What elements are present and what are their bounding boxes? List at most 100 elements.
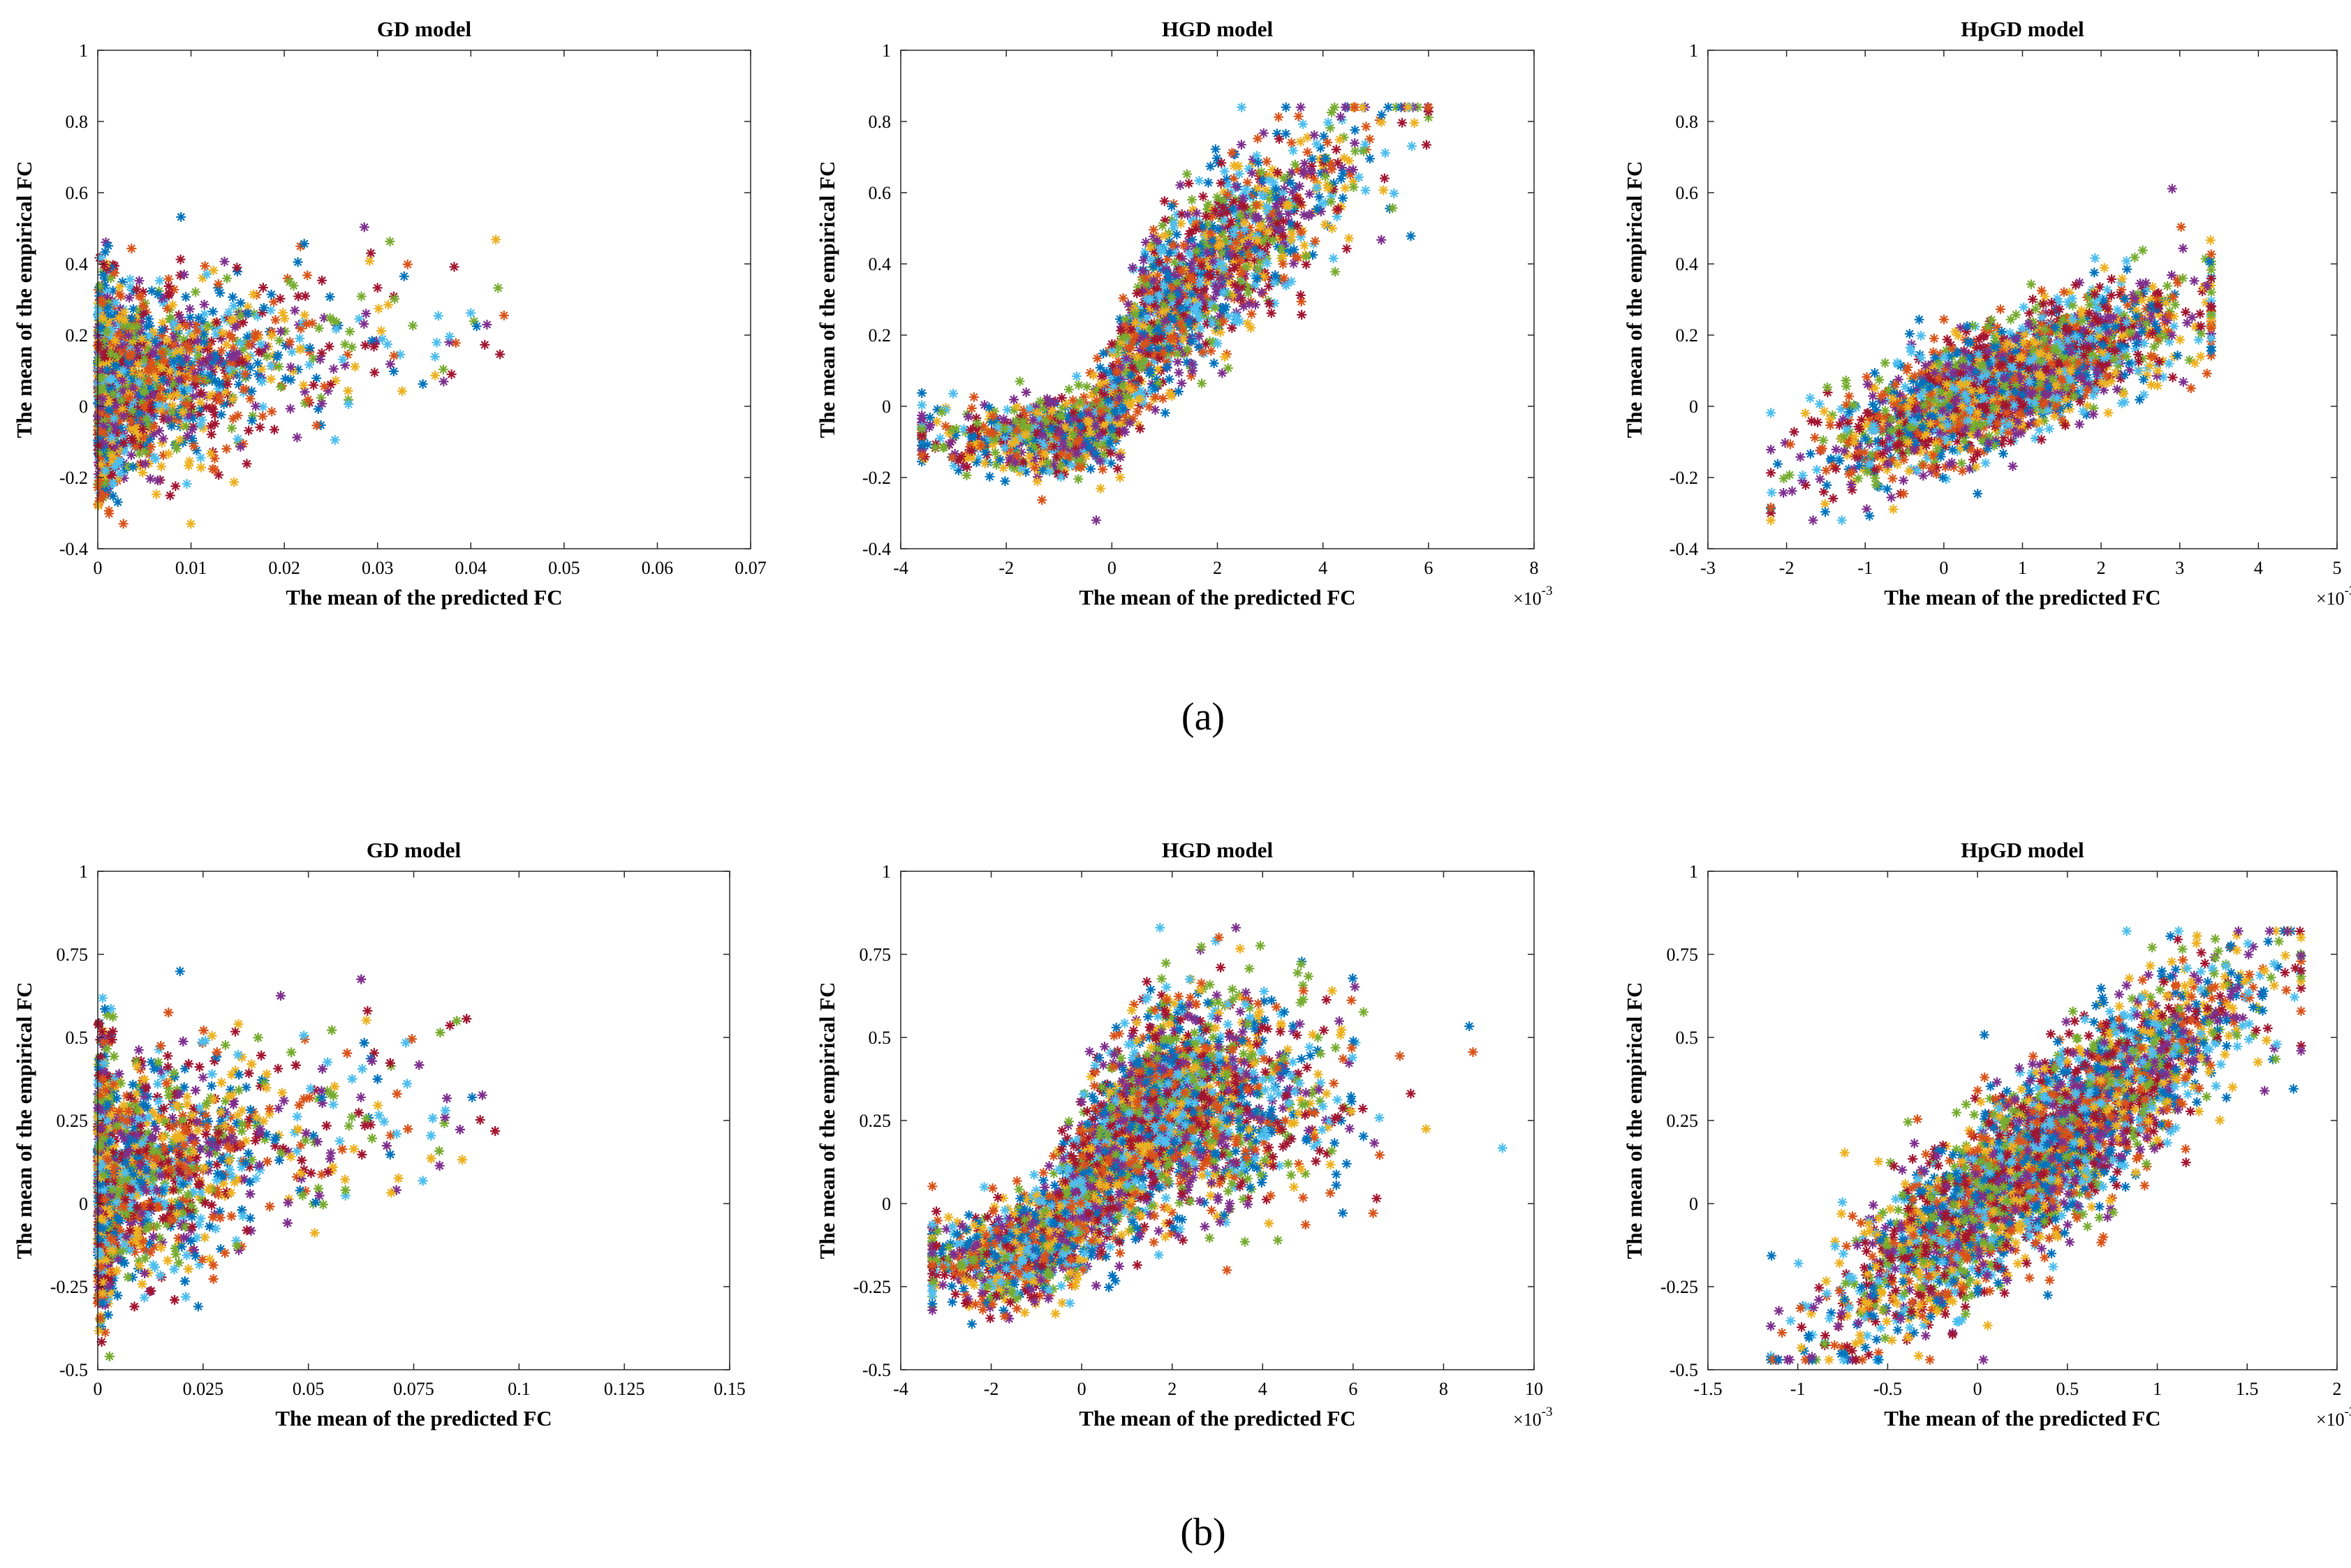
data-point xyxy=(1216,158,1227,168)
data-point xyxy=(235,371,245,380)
data-point xyxy=(258,411,268,422)
data-point xyxy=(1333,204,1343,214)
data-point xyxy=(163,274,174,284)
data-point xyxy=(1270,192,1281,202)
data-point xyxy=(191,287,200,297)
data-point xyxy=(198,317,208,327)
data-point xyxy=(169,284,179,295)
data-point xyxy=(296,323,307,334)
data-point xyxy=(2181,307,2191,318)
data-point xyxy=(246,350,256,361)
data-point xyxy=(126,244,137,253)
data-point xyxy=(199,337,209,348)
data-point xyxy=(184,319,195,330)
data-point xyxy=(418,379,428,390)
data-point xyxy=(108,478,119,488)
data-point xyxy=(1096,483,1106,494)
y-axis-label: The mean of the empirical FC xyxy=(815,161,839,438)
data-point xyxy=(1165,334,1175,344)
data-point xyxy=(1154,290,1165,301)
data-point xyxy=(209,464,220,475)
data-point xyxy=(253,369,263,379)
data-point xyxy=(110,268,119,279)
data-point xyxy=(1227,323,1237,333)
data-point xyxy=(1350,146,1360,156)
data-point xyxy=(124,351,135,362)
data-point xyxy=(1365,154,1375,164)
data-point xyxy=(369,367,380,378)
data-point xyxy=(162,335,172,346)
data-point xyxy=(317,399,327,409)
data-point xyxy=(1149,275,1159,286)
data-point xyxy=(156,461,166,472)
data-point xyxy=(222,273,233,283)
data-point xyxy=(2167,184,2177,194)
data-point xyxy=(1198,191,1208,202)
data-point xyxy=(217,328,228,338)
data-point xyxy=(216,334,227,344)
data-point xyxy=(1233,161,1244,171)
data-point xyxy=(1202,269,1213,280)
data-point xyxy=(276,382,286,392)
data-point xyxy=(1195,323,1206,334)
data-point xyxy=(253,311,263,322)
data-point xyxy=(279,313,290,324)
x-tick-label: -2 xyxy=(998,558,1014,578)
data-point xyxy=(1253,263,1263,274)
y-axis-label: The mean of the empirical FC xyxy=(12,161,36,438)
data-point xyxy=(278,308,288,318)
y-tick-label: 0.4 xyxy=(869,254,892,274)
data-point xyxy=(153,475,163,486)
data-point xyxy=(282,273,293,283)
data-point xyxy=(438,376,449,387)
data-point xyxy=(281,341,291,350)
data-point xyxy=(1105,438,1115,448)
data-point xyxy=(1361,121,1371,132)
data-point xyxy=(112,452,123,462)
data-point xyxy=(243,309,253,318)
data-point xyxy=(215,288,226,298)
data-point xyxy=(208,404,219,415)
data-point xyxy=(1056,448,1067,459)
data-point xyxy=(100,246,110,257)
data-point xyxy=(1149,225,1158,235)
data-point xyxy=(140,341,150,352)
data-point xyxy=(1172,230,1182,239)
data-point xyxy=(227,332,237,343)
data-point xyxy=(1322,183,1333,193)
data-point xyxy=(1236,140,1246,150)
data-point xyxy=(1379,173,1390,184)
data-point xyxy=(1227,147,1237,158)
x-tick-label: 0.01 xyxy=(175,558,207,578)
x-axis-label: The mean of the predicted FC xyxy=(1079,585,1355,609)
data-point xyxy=(2202,369,2212,378)
data-point xyxy=(262,351,272,362)
data-point xyxy=(98,394,108,404)
data-point xyxy=(1302,132,1313,142)
data-point xyxy=(1166,201,1177,212)
data-point xyxy=(216,346,226,356)
data-point xyxy=(1073,437,1082,448)
data-point xyxy=(233,411,243,421)
data-point xyxy=(1253,158,1263,168)
data-point xyxy=(1281,102,1291,112)
data-point xyxy=(304,343,315,353)
data-point xyxy=(132,284,142,295)
data-point xyxy=(1320,154,1331,164)
data-point xyxy=(112,459,123,468)
data-point xyxy=(376,326,386,336)
data-point xyxy=(205,353,215,363)
data-point xyxy=(201,402,212,413)
data-point xyxy=(267,406,277,417)
data-point xyxy=(1056,472,1066,482)
data-point xyxy=(1031,408,1042,417)
data-point xyxy=(1032,476,1042,487)
data-point xyxy=(180,391,191,401)
x-tick-label: 0 xyxy=(94,558,103,578)
data-point xyxy=(193,313,204,323)
data-point xyxy=(103,489,113,499)
y-tick-label: 1 xyxy=(79,40,88,61)
data-point xyxy=(202,269,212,279)
data-point xyxy=(126,313,137,323)
data-point xyxy=(1160,408,1170,418)
